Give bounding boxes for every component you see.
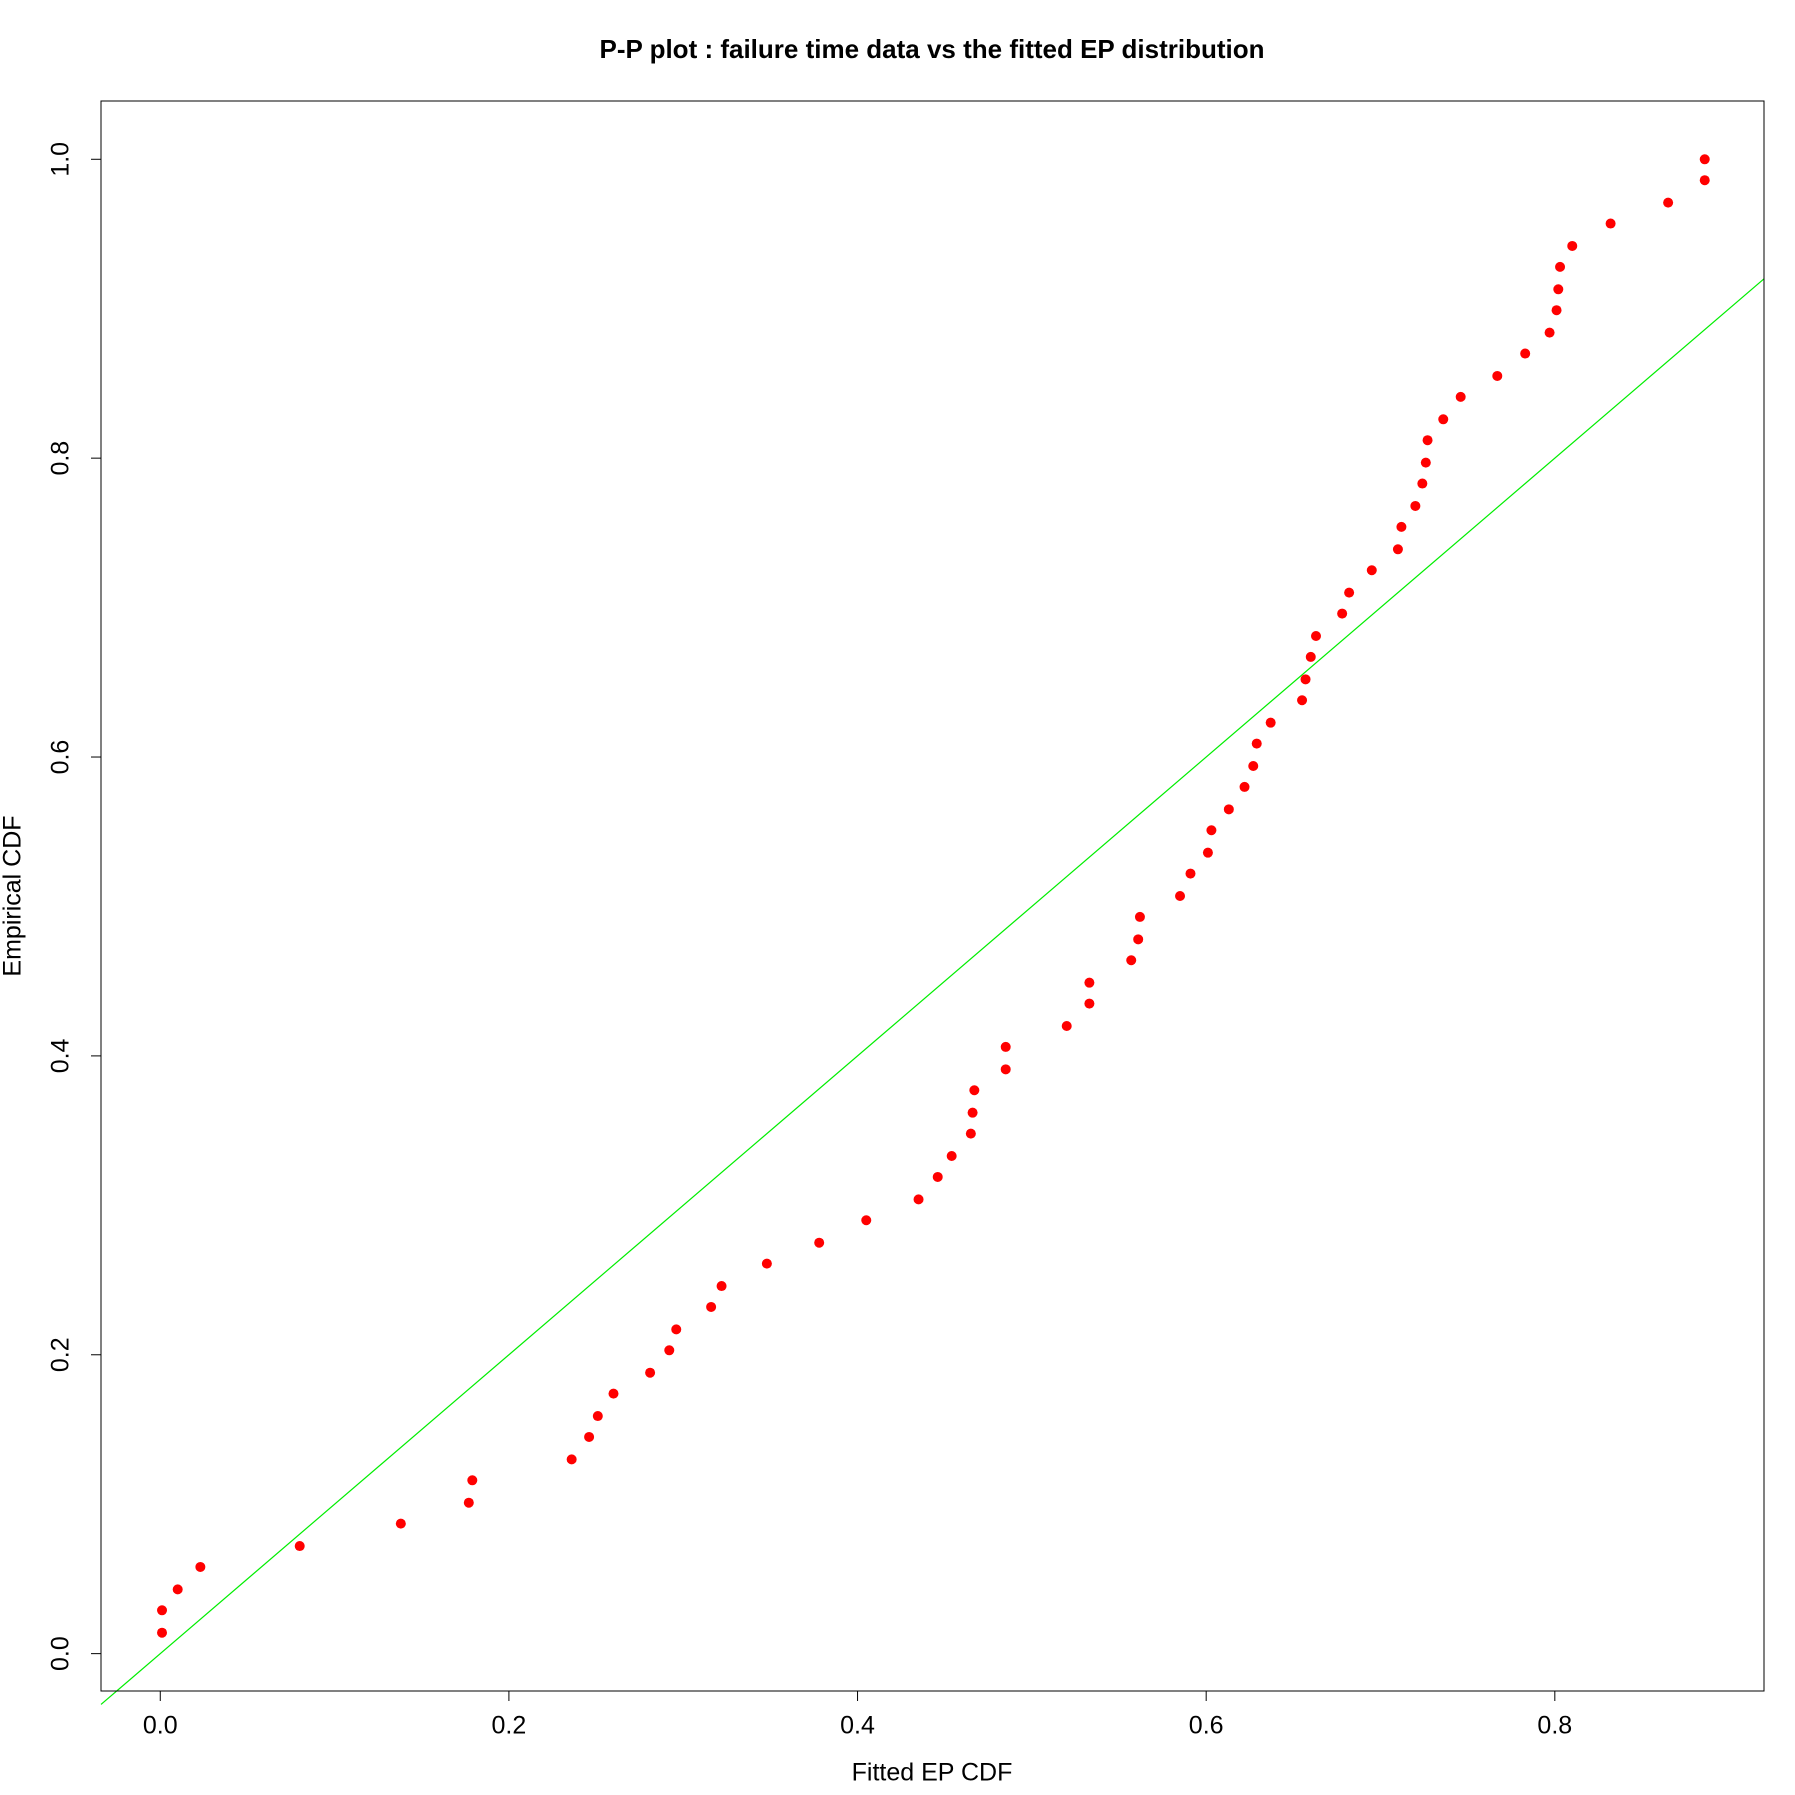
point bbox=[1663, 197, 1674, 208]
point bbox=[814, 1237, 825, 1248]
x-tick-label: 0.0 bbox=[143, 1712, 178, 1740]
chart-title: P-P plot : failure time data vs the fitt… bbox=[599, 34, 1264, 64]
point bbox=[1555, 261, 1566, 272]
point bbox=[706, 1301, 717, 1312]
y-tick-label: 0.4 bbox=[47, 1038, 75, 1073]
x-tick-label: 0.2 bbox=[492, 1712, 527, 1740]
point bbox=[1699, 175, 1710, 186]
point bbox=[566, 1454, 577, 1465]
point bbox=[1202, 847, 1213, 858]
point bbox=[195, 1561, 206, 1572]
y-axis-label: Empirical CDF bbox=[0, 815, 27, 976]
point bbox=[1492, 370, 1503, 381]
point bbox=[1133, 934, 1144, 945]
point bbox=[584, 1431, 595, 1442]
point bbox=[1520, 348, 1531, 359]
point bbox=[671, 1324, 682, 1335]
y-tick-label: 0.6 bbox=[47, 740, 75, 775]
point bbox=[645, 1367, 656, 1378]
point bbox=[1305, 651, 1316, 662]
point bbox=[1366, 565, 1377, 576]
point bbox=[1311, 630, 1322, 641]
point bbox=[761, 1258, 772, 1269]
plot-frame bbox=[100, 100, 1765, 1692]
point bbox=[1417, 478, 1428, 489]
point bbox=[946, 1151, 957, 1162]
point bbox=[1000, 1064, 1011, 1075]
point bbox=[1699, 154, 1710, 165]
point bbox=[1420, 457, 1431, 468]
point bbox=[1567, 240, 1578, 251]
point bbox=[467, 1475, 478, 1486]
point bbox=[157, 1627, 168, 1638]
y-tick-label: 0.0 bbox=[47, 1636, 75, 1671]
point bbox=[294, 1541, 305, 1552]
y-tick-label: 0.8 bbox=[47, 441, 75, 476]
point bbox=[932, 1171, 943, 1182]
y-tick-label: 0.2 bbox=[47, 1337, 75, 1372]
point bbox=[592, 1411, 603, 1422]
point bbox=[967, 1107, 978, 1118]
point bbox=[1206, 825, 1217, 836]
point bbox=[716, 1281, 727, 1292]
point bbox=[1000, 1041, 1011, 1052]
point bbox=[1553, 284, 1564, 295]
point bbox=[969, 1085, 980, 1096]
point bbox=[1544, 327, 1555, 338]
point bbox=[1422, 435, 1433, 446]
x-tick-label: 0.8 bbox=[1537, 1712, 1572, 1740]
point bbox=[463, 1497, 474, 1508]
point bbox=[1084, 977, 1095, 988]
point bbox=[1344, 587, 1355, 598]
point bbox=[1223, 804, 1234, 815]
point bbox=[1337, 608, 1348, 619]
point bbox=[1265, 717, 1276, 728]
point bbox=[1410, 500, 1421, 511]
point bbox=[1438, 414, 1449, 425]
point bbox=[1061, 1021, 1072, 1032]
point bbox=[1239, 781, 1250, 792]
point bbox=[1297, 695, 1308, 706]
point bbox=[1134, 911, 1145, 922]
point bbox=[1551, 305, 1562, 316]
x-tick-label: 0.6 bbox=[1189, 1712, 1224, 1740]
point bbox=[1392, 544, 1403, 555]
point bbox=[395, 1518, 406, 1529]
reference-line bbox=[100, 278, 1765, 1705]
point bbox=[965, 1128, 976, 1139]
point bbox=[913, 1194, 924, 1205]
point bbox=[608, 1388, 619, 1399]
point bbox=[664, 1345, 675, 1356]
point bbox=[1175, 891, 1186, 901]
point bbox=[1605, 218, 1616, 229]
point bbox=[1248, 760, 1259, 771]
point bbox=[1251, 738, 1262, 749]
y-tick-label: 1.0 bbox=[47, 142, 75, 177]
point bbox=[1396, 521, 1407, 532]
x-axis-label: Fitted EP CDF bbox=[852, 1759, 1013, 1787]
point bbox=[1126, 955, 1137, 966]
point bbox=[1084, 998, 1095, 1009]
point bbox=[1455, 391, 1466, 402]
point bbox=[1185, 868, 1196, 879]
point bbox=[1300, 674, 1311, 685]
point bbox=[861, 1215, 872, 1226]
point bbox=[172, 1584, 183, 1595]
point bbox=[157, 1605, 168, 1616]
x-tick-label: 0.4 bbox=[840, 1712, 875, 1740]
